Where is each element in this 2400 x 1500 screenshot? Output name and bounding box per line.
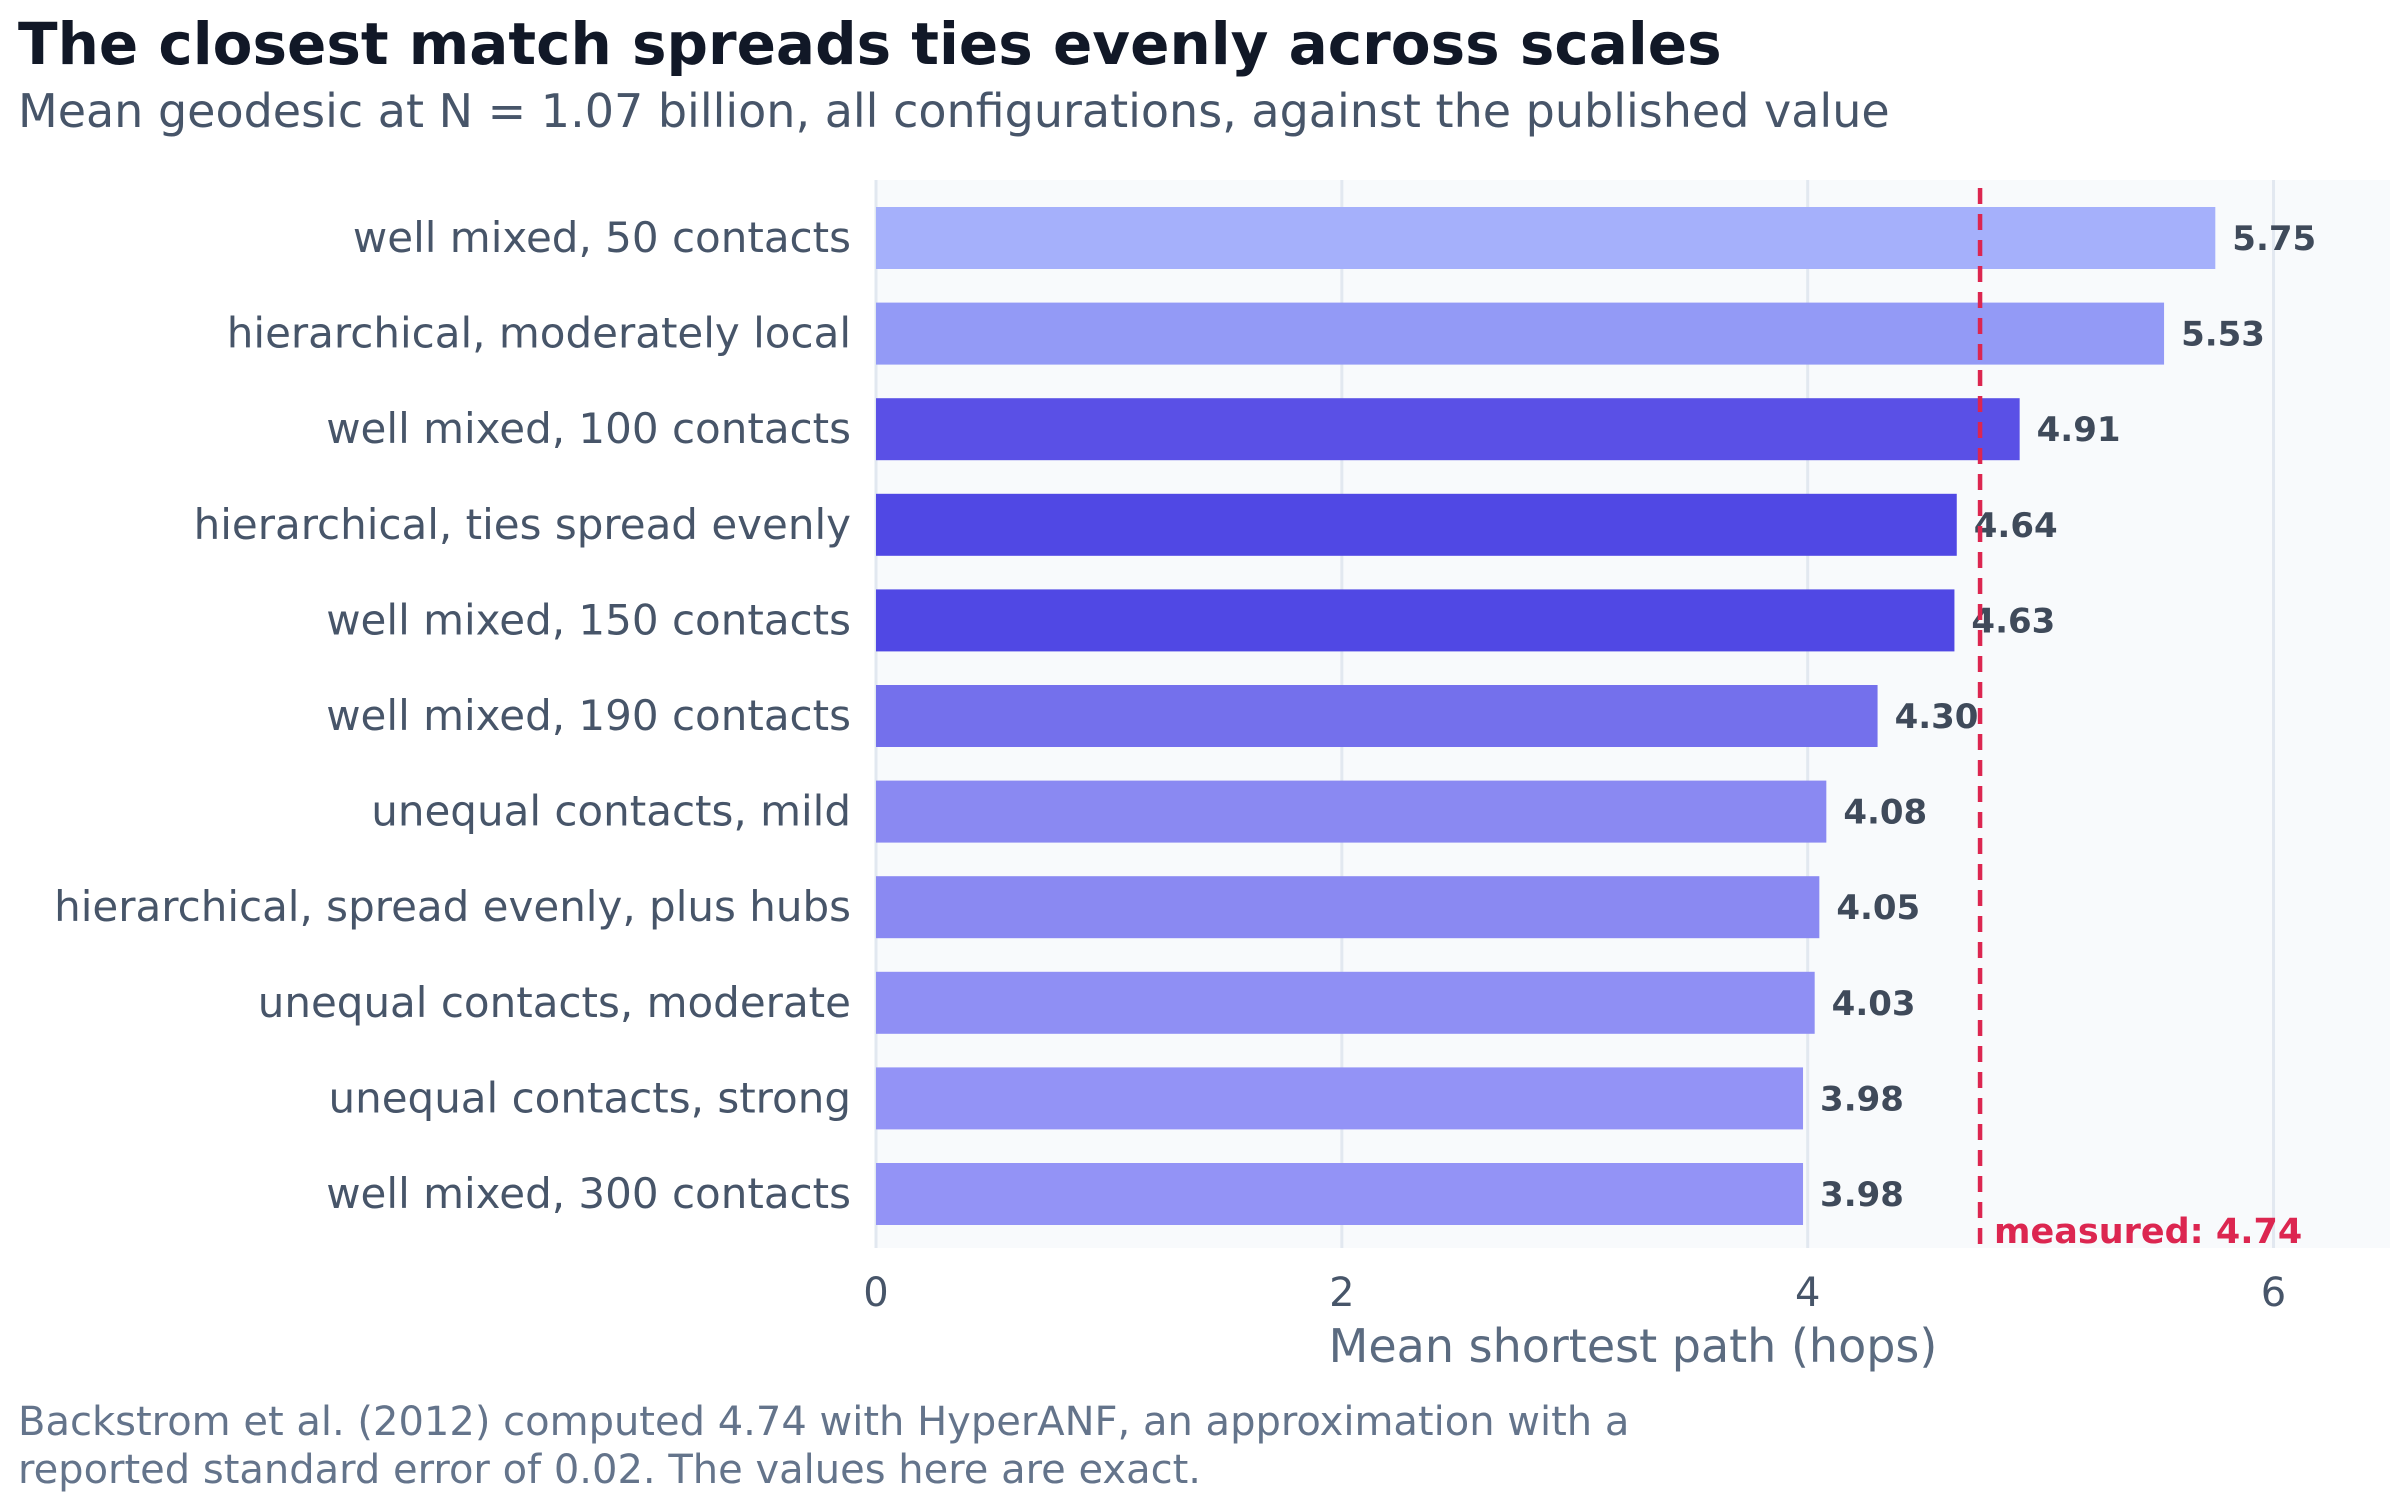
bar-value-label: 4.05 [1836, 888, 1920, 928]
category-label: unequal contacts, moderate [258, 978, 851, 1027]
category-label: well mixed, 300 contacts [326, 1169, 851, 1218]
category-label: hierarchical, spread evenly, plus hubs [54, 882, 851, 931]
category-label: unequal contacts, mild [371, 787, 851, 836]
bar-value-label: 4.91 [2037, 410, 2121, 450]
bar [876, 876, 1820, 939]
category-label: well mixed, 50 contacts [353, 213, 851, 262]
bar [876, 971, 1815, 1034]
bar-value-label: 4.63 [1971, 601, 2055, 641]
x-axis-label: Mean shortest path (hops) [1329, 1319, 1938, 1373]
x-tick-label: 4 [1795, 1270, 1820, 1316]
bar-value-label: 3.98 [1820, 1175, 1904, 1215]
category-label: well mixed, 190 contacts [326, 691, 851, 740]
chart-footnote: Backstrom et al. (2012) computed 4.74 wi… [18, 1399, 1630, 1493]
bar [876, 685, 1878, 747]
bar-value-label: 4.08 [1843, 793, 1927, 833]
bar [876, 780, 1827, 843]
bar [876, 1163, 1804, 1225]
bar [876, 207, 2216, 269]
category-label: unequal contacts, strong [328, 1073, 851, 1122]
bar [876, 302, 2165, 365]
bar [876, 493, 1957, 556]
category-label: hierarchical, ties spread evenly [194, 500, 851, 549]
bar-value-label: 3.98 [1820, 1079, 1904, 1119]
bar-value-label: 4.30 [1895, 697, 1979, 737]
chart-title: The closest match spreads ties evenly ac… [18, 10, 1722, 78]
bar-value-label: 5.75 [2232, 219, 2316, 259]
x-tick-label: 0 [863, 1270, 888, 1316]
bar-value-label: 4.64 [1974, 506, 2058, 546]
category-label: hierarchical, moderately local [227, 309, 851, 358]
category-label: well mixed, 150 contacts [326, 595, 851, 644]
x-tick-label: 6 [2261, 1270, 2286, 1316]
bar-value-label: 4.03 [1832, 984, 1916, 1024]
bar-value-label: 5.53 [2181, 315, 2265, 355]
category-label: well mixed, 100 contacts [326, 404, 851, 453]
bar [876, 1067, 1804, 1130]
bar [876, 398, 2020, 461]
reference-line-label: measured: 4.74 [1994, 1212, 2302, 1252]
x-tick-label: 2 [1329, 1270, 1354, 1316]
bar [876, 589, 1955, 652]
chart-subtitle: Mean geodesic at N = 1.07 billion, all c… [18, 84, 1890, 138]
